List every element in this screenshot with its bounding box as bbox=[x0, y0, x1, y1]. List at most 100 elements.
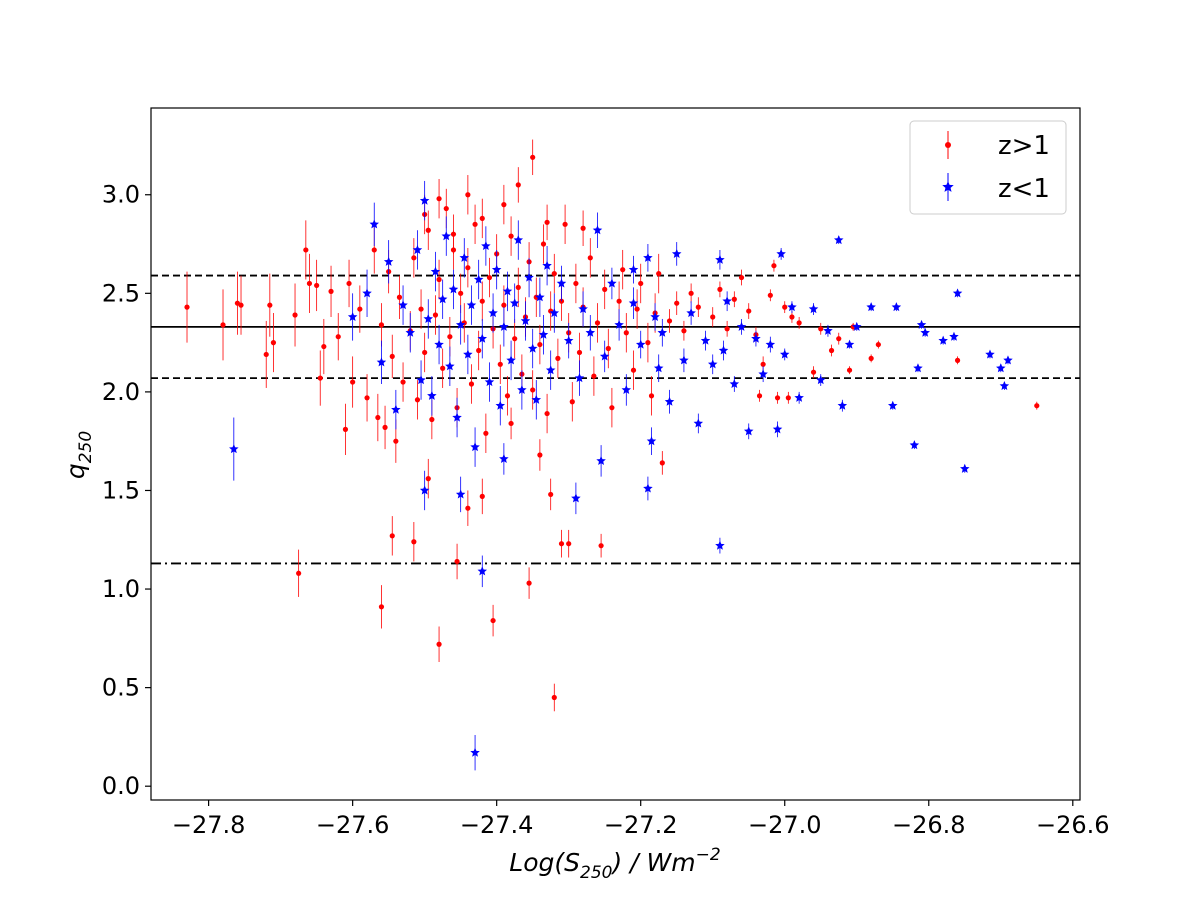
star-marker bbox=[700, 335, 711, 345]
star-marker bbox=[743, 426, 754, 436]
data-point bbox=[548, 478, 554, 511]
circle-marker bbox=[432, 312, 439, 318]
circle-marker bbox=[785, 395, 791, 401]
star-marker bbox=[628, 298, 639, 308]
data-point bbox=[650, 303, 660, 331]
star-marker bbox=[996, 363, 1006, 373]
data-point bbox=[909, 440, 920, 450]
star-marker bbox=[542, 260, 552, 270]
circle-marker bbox=[576, 349, 583, 356]
data-point bbox=[520, 301, 531, 341]
star-marker bbox=[808, 304, 819, 314]
star-marker bbox=[664, 396, 675, 406]
star-marker bbox=[549, 308, 560, 318]
data-point bbox=[375, 393, 381, 442]
circle-marker bbox=[350, 379, 356, 385]
data-point bbox=[477, 555, 488, 588]
data-point bbox=[502, 271, 513, 312]
circle-marker bbox=[666, 318, 673, 324]
circle-marker bbox=[263, 351, 269, 358]
data-point bbox=[346, 259, 352, 308]
data-point bbox=[635, 330, 646, 359]
circle-marker bbox=[551, 271, 557, 277]
data-point bbox=[515, 167, 521, 203]
data-point bbox=[530, 139, 536, 176]
data-point bbox=[836, 332, 842, 345]
data-point bbox=[364, 374, 370, 422]
circle-marker bbox=[479, 215, 485, 222]
data-point bbox=[710, 307, 716, 327]
data-point bbox=[499, 443, 509, 475]
data-point bbox=[513, 220, 524, 260]
star-marker bbox=[837, 400, 848, 410]
circle-marker bbox=[530, 154, 536, 160]
x-tick-label: −27.8 bbox=[172, 811, 246, 839]
data-point bbox=[657, 318, 668, 347]
circle-marker bbox=[220, 322, 226, 328]
data-point bbox=[776, 247, 786, 260]
data-point bbox=[614, 309, 624, 341]
data-point bbox=[350, 356, 356, 408]
circle-marker bbox=[548, 491, 554, 498]
data-point bbox=[425, 458, 431, 499]
data-point bbox=[419, 180, 430, 221]
star-marker bbox=[913, 363, 923, 373]
data-point bbox=[645, 322, 651, 363]
circle-marker bbox=[731, 296, 737, 302]
star-marker bbox=[369, 219, 379, 229]
circle-marker bbox=[828, 347, 835, 354]
data-point bbox=[445, 346, 455, 386]
data-point bbox=[562, 204, 568, 245]
data-point bbox=[436, 626, 442, 662]
data-point bbox=[461, 303, 467, 343]
data-point bbox=[996, 363, 1006, 373]
data-point bbox=[452, 397, 462, 438]
data-point bbox=[405, 313, 416, 353]
data-point bbox=[679, 348, 689, 373]
y-axis-label: q250 bbox=[61, 431, 96, 479]
data-point bbox=[828, 344, 835, 357]
circle-marker bbox=[954, 357, 961, 363]
data-point bbox=[585, 315, 596, 351]
data-point bbox=[347, 293, 358, 341]
data-point bbox=[418, 289, 424, 329]
data-point bbox=[398, 285, 408, 325]
data-point bbox=[587, 238, 593, 278]
star-marker bbox=[481, 241, 491, 251]
star-marker bbox=[693, 418, 704, 428]
data-point bbox=[436, 259, 442, 300]
data-point bbox=[954, 356, 961, 365]
star-marker bbox=[531, 394, 542, 404]
circle-marker bbox=[836, 336, 842, 342]
circle-marker bbox=[846, 367, 853, 373]
star-marker bbox=[419, 485, 430, 495]
data-point bbox=[479, 198, 485, 239]
star-marker bbox=[643, 252, 653, 262]
star-marker bbox=[376, 357, 387, 367]
circle-marker bbox=[389, 353, 395, 360]
circle-marker bbox=[382, 424, 388, 430]
star-marker bbox=[607, 278, 617, 288]
star-marker bbox=[430, 266, 441, 276]
star-marker bbox=[398, 300, 408, 310]
circle-marker bbox=[443, 205, 449, 212]
data-point bbox=[422, 332, 428, 373]
data-point bbox=[823, 324, 833, 337]
data-point bbox=[369, 202, 379, 247]
data-point bbox=[455, 476, 466, 513]
x-axis-ticks: −27.8 −27.6 −27.4 −27.2 −27.0 −26.8 −26.6 bbox=[172, 800, 1110, 839]
circle-marker bbox=[270, 340, 277, 346]
circle-marker bbox=[418, 306, 424, 312]
data-point bbox=[537, 439, 543, 471]
data-point bbox=[400, 362, 406, 402]
data-point bbox=[490, 604, 496, 637]
data-point bbox=[468, 364, 475, 404]
data-point bbox=[335, 313, 341, 361]
data-point bbox=[427, 376, 437, 416]
data-point bbox=[362, 269, 372, 317]
data-point bbox=[628, 287, 639, 319]
data-point bbox=[434, 324, 444, 365]
star-marker bbox=[909, 440, 920, 450]
data-point bbox=[382, 405, 388, 450]
